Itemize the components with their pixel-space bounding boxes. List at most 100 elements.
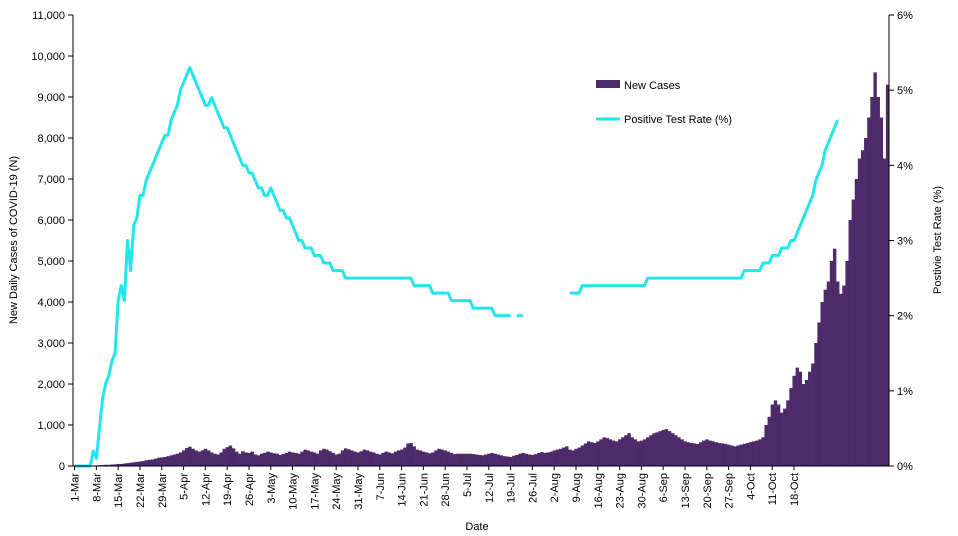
bar xyxy=(736,445,740,466)
bar xyxy=(845,261,849,466)
bar xyxy=(820,302,824,466)
bar xyxy=(325,449,329,466)
bar xyxy=(384,451,388,466)
bar xyxy=(256,455,261,466)
x-tick-label: 23-Aug xyxy=(615,473,627,508)
bar xyxy=(686,442,690,466)
bar xyxy=(477,454,482,466)
bar xyxy=(873,72,877,467)
x-tick-label: 6-Sep xyxy=(658,473,670,502)
y-axis-label-left: New Daily Cases of COVID-19 (N) xyxy=(8,156,20,324)
bar xyxy=(234,451,239,466)
bar xyxy=(300,451,304,466)
x-tick-label: 27-Sep xyxy=(724,473,736,508)
bar xyxy=(842,285,846,466)
bar xyxy=(371,452,376,466)
bar xyxy=(443,450,448,466)
y-tick-label-left: 7,000 xyxy=(37,174,65,186)
bar xyxy=(465,453,469,466)
bar xyxy=(580,445,585,466)
bar xyxy=(250,451,254,466)
bar xyxy=(633,439,638,466)
bar xyxy=(546,452,550,466)
bar xyxy=(658,431,662,466)
bar xyxy=(122,463,127,466)
bar xyxy=(748,442,753,466)
bar xyxy=(138,461,142,466)
bar xyxy=(864,138,868,466)
bar xyxy=(839,293,843,466)
bar xyxy=(667,431,672,466)
bar xyxy=(241,451,245,466)
bar xyxy=(854,179,859,466)
bar xyxy=(113,464,117,466)
bar xyxy=(699,442,703,466)
bar xyxy=(160,457,164,466)
bar xyxy=(297,453,301,466)
bar xyxy=(621,437,625,466)
bar xyxy=(216,454,220,466)
bar xyxy=(147,459,152,466)
bar xyxy=(867,117,871,466)
bar xyxy=(213,453,217,466)
legend-label-line: Positive Test Rate (%) xyxy=(624,114,732,126)
bar xyxy=(415,449,420,466)
x-tick-label: 9-Aug xyxy=(571,473,583,502)
bar xyxy=(851,199,856,466)
bar xyxy=(294,452,298,466)
bar xyxy=(798,371,803,466)
bar xyxy=(462,453,466,466)
bar xyxy=(362,449,367,466)
bar xyxy=(885,84,890,466)
bar xyxy=(431,452,435,466)
bar xyxy=(474,454,479,466)
y-tick-label-left: 0 xyxy=(59,461,65,473)
bar xyxy=(779,412,784,466)
x-tick-label: 31-May xyxy=(353,473,365,510)
y-tick-label-left: 4,000 xyxy=(37,297,65,309)
bar xyxy=(144,460,149,466)
bar xyxy=(661,429,666,466)
x-tick-label: 30-Aug xyxy=(636,473,648,508)
bar xyxy=(714,442,718,466)
bar xyxy=(337,453,342,466)
x-tick-label: 3-May xyxy=(266,473,278,504)
bar xyxy=(524,453,529,466)
y-tick-label-left: 2,000 xyxy=(37,379,65,391)
bar xyxy=(655,432,659,466)
bar xyxy=(266,451,270,466)
bar xyxy=(182,450,186,466)
bar xyxy=(340,450,345,466)
y-axis-label-right: Postivie Test Rate (%) xyxy=(932,186,944,294)
bar xyxy=(262,452,267,466)
bar xyxy=(104,464,108,466)
x-tick-label: 26-Apr xyxy=(244,473,256,506)
bar xyxy=(381,452,385,466)
bar xyxy=(312,452,317,466)
bar xyxy=(742,443,747,466)
x-tick-label: 5-Apr xyxy=(179,473,191,500)
bar xyxy=(611,440,616,466)
bar xyxy=(487,453,491,466)
bar xyxy=(711,441,715,466)
bar xyxy=(789,388,793,466)
bar xyxy=(755,440,759,466)
bar xyxy=(571,450,575,466)
right-axis-ticks: 0% 1% 2% 3% 4% 5% 6% xyxy=(889,10,913,473)
y-tick-label-left: 1,000 xyxy=(37,420,65,432)
x-axis-ticks: 1-Mar 8-Mar 15-Mar 22-Mar 29-Mar 5-Apr 12-Apr 1… xyxy=(70,466,801,510)
bar xyxy=(733,446,737,466)
bar xyxy=(231,448,236,466)
bar xyxy=(652,433,656,466)
bar xyxy=(125,463,130,466)
bar xyxy=(565,446,569,466)
x-tick-label: 22-Mar xyxy=(135,473,147,508)
line-series xyxy=(74,66,839,468)
x-tick-label: 13-Sep xyxy=(680,473,692,508)
bar xyxy=(409,443,413,466)
bar xyxy=(596,441,600,466)
bar xyxy=(583,443,588,466)
legend-label-bars: New Cases xyxy=(624,80,681,92)
x-tick-label: 15-Mar xyxy=(113,473,125,508)
bar xyxy=(303,449,307,466)
